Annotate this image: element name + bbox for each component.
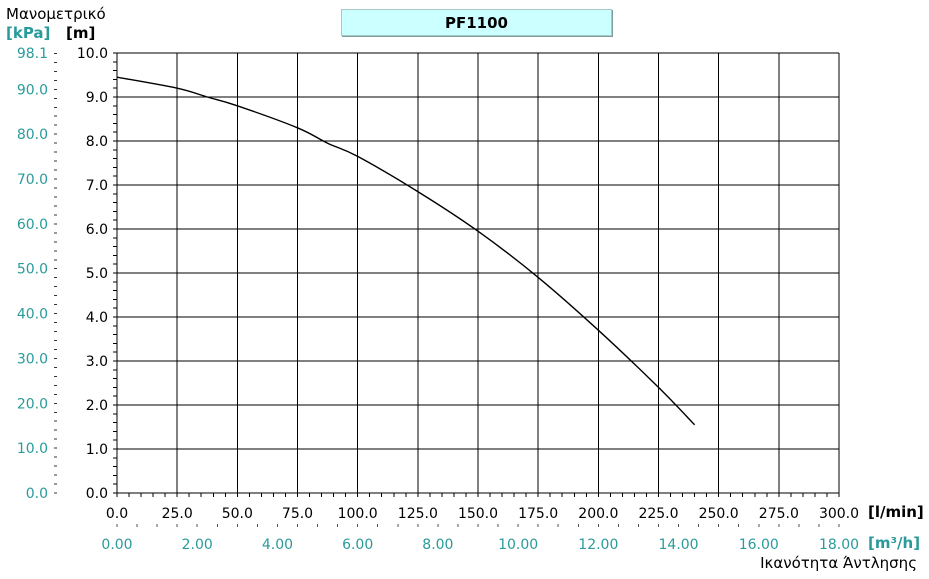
y-tick-label: 7.0	[86, 178, 108, 194]
x2-axis: 0.00 2.00 4.00 6.00 8.00 10.00 12.00 14.00 16.00…	[101, 524, 859, 553]
y-tick-label: 6.0	[86, 222, 108, 238]
x2-tick-label: 16.00	[739, 537, 779, 553]
y-tick-label: 1.0	[86, 442, 108, 458]
x-unit-label: [l/min]	[868, 503, 924, 521]
x2-tick-label: 18.00	[819, 537, 859, 553]
x2-tick-label: 10.00	[498, 537, 538, 553]
x2-unit-label: [m³/h]	[868, 534, 921, 552]
x-tick-label: 250.0	[699, 506, 739, 522]
x-axis-title: Ικανότητα Άντλησης	[760, 554, 917, 572]
y-axis: 0.0 1.0 2.0 3.0 4.0 5.0 6.0 7.0 8.0 9.0 10.0	[77, 46, 118, 502]
x-tick-label: 50.0	[222, 506, 253, 522]
pump-curve-line	[116, 76, 696, 426]
x-axis: 0.0 25.0 50.0 75.0 100.0 125.0 150.0 175.0 200.0…	[106, 493, 859, 522]
y2-tick-label: 98.1	[17, 46, 48, 62]
x-tick-label: 200.0	[578, 506, 618, 522]
y-axis-title: Μανομετρικό	[6, 5, 106, 23]
y-tick-label: 5.0	[86, 266, 108, 282]
y2-axis: 0.0 10.0 20.0 30.0 40.0 50.0 60.0 70.0 80.0 90.0 9…	[17, 46, 57, 502]
y-tick-label: 10.0	[77, 46, 108, 62]
y2-tick-label: 0.0	[26, 486, 48, 502]
y2-tick-label: 50.0	[17, 262, 48, 278]
y2-tick-label: 80.0	[17, 127, 48, 143]
x-tick-label: 100.0	[338, 506, 378, 522]
x2-tick-label: 2.00	[182, 537, 213, 553]
x-tick-label: 75.0	[282, 506, 313, 522]
y2-tick-label: 20.0	[17, 396, 48, 412]
chart-title: PF1100	[341, 9, 612, 36]
y-unit-label: [m]	[66, 24, 96, 42]
x2-tick-label: 8.00	[422, 537, 453, 553]
x-tick-label: 275.0	[759, 506, 799, 522]
y-tick-label: 8.0	[86, 134, 108, 150]
x2-tick-label: 12.00	[578, 537, 618, 553]
y-tick-label: 4.0	[86, 310, 108, 326]
x2-tick-label: 0.00	[101, 537, 132, 553]
x-tick-label: 125.0	[398, 506, 438, 522]
x-tick-label: 25.0	[162, 506, 193, 522]
y-tick-label: 3.0	[86, 354, 108, 370]
x-tick-label: 0.0	[106, 506, 128, 522]
y-tick-label: 2.0	[86, 398, 108, 414]
x-tick-label: 300.0	[819, 506, 859, 522]
x-tick-label: 175.0	[518, 506, 558, 522]
grid-lines	[116, 52, 840, 494]
y-tick-label: 0.0	[86, 486, 108, 502]
y2-tick-label: 30.0	[17, 351, 48, 367]
y-tick-label: 9.0	[86, 90, 108, 106]
y2-tick-label: 70.0	[17, 172, 48, 188]
y2-tick-label: 90.0	[17, 82, 48, 98]
y2-tick-label: 40.0	[17, 307, 48, 323]
series-curve	[116, 76, 696, 426]
y2-tick-label: 10.0	[17, 441, 48, 457]
x2-tick-label: 14.00	[659, 537, 699, 553]
y2-unit-label: [kPa]	[6, 24, 51, 42]
x-tick-label: 150.0	[458, 506, 498, 522]
x2-tick-label: 6.00	[342, 537, 373, 553]
x-tick-label: 225.0	[638, 506, 678, 522]
y2-tick-label: 60.0	[17, 217, 48, 233]
x2-tick-label: 4.00	[262, 537, 293, 553]
